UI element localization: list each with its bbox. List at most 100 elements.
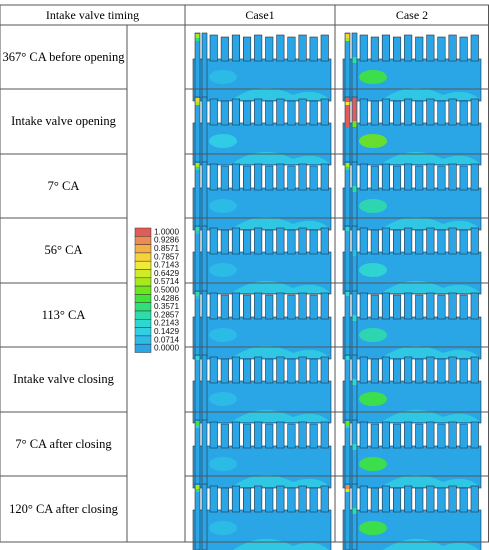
hot-spot [345,167,350,170]
panel-fin [265,100,274,126]
panel-fin [243,294,252,320]
panel-fin [243,36,252,62]
panel-fin [220,100,229,126]
swirl-plume [359,70,387,84]
panel-fin [243,229,252,255]
panel-fin [459,229,468,255]
inlet-channel [344,225,351,293]
header-case2: Case 2 [395,7,429,22]
panel-fin [381,356,391,384]
panel-fin [220,487,229,513]
panel-fin [370,294,379,320]
inlet-channel [351,225,358,293]
hot-spot [345,292,350,296]
panel-fin [231,292,240,320]
panel-fin [265,358,274,384]
panel-fin [426,421,435,449]
hot-spot [345,421,350,425]
swirl-plume [209,392,237,406]
colorbar-value: 1.0000 [154,227,179,236]
hot-spot [195,292,200,296]
panel-fin [370,36,379,62]
panel-fin [254,292,263,320]
swirl-plume [209,134,237,148]
panel-low-region [383,345,479,358]
panel-fin [309,229,318,255]
panel-fin [243,423,252,449]
panel-fin [470,485,479,513]
panel-fin [415,423,424,449]
panel-fin [298,227,307,255]
panel-fin [359,98,368,126]
panel-low-region [383,409,479,422]
case2-contour [342,96,482,166]
hot-spot [195,102,200,105]
hot-spot [345,34,350,38]
panel-fin [276,98,285,126]
panel-fin [298,163,307,191]
swirl-plume [209,263,237,277]
hot-spot [345,356,350,360]
panel-fin [415,294,424,320]
panel-fin [370,229,379,255]
panel-fin [298,98,307,126]
panel-fin [231,485,240,513]
case1-contour [192,419,332,489]
panel-fin [209,98,218,126]
hot-spot [195,360,200,363]
panel-fin [392,165,402,191]
colorbar-value: 0.3571 [154,302,179,311]
panel-fin [415,100,424,126]
panel-fin [220,423,229,449]
inlet-channel [194,483,201,550]
panel-fin [309,294,318,320]
panel-fin [359,227,368,255]
panel-fin [392,100,402,126]
panel-fin [209,292,218,320]
swirl-plume [359,328,387,342]
case2-contour [342,32,482,102]
colorbar-value: 0.5714 [154,277,179,286]
panel-fin [231,163,240,191]
panel-fin [254,421,263,449]
panel-fin [437,294,446,320]
hot-spot [195,421,200,425]
colorbar-swatch [134,252,152,262]
panel-fin [298,356,307,384]
panel-fin [381,163,391,191]
swirl-plume [209,328,237,342]
panel-low-region [233,474,329,487]
panel-fin [415,487,424,513]
panel-fin [209,227,218,255]
panel-fin [220,294,229,320]
colorbar-value: 0.6429 [154,269,179,278]
panel-low-region [233,151,329,164]
colorbar-swatch [134,302,152,312]
panel-fin [470,34,479,62]
row-label: 7° CA after closing [15,436,112,451]
panel-low-region [383,151,479,164]
colorbar-legend: 1.00000.92860.85710.78570.71430.64290.57… [134,227,179,353]
panel-fin [448,98,457,126]
case1-contour [192,96,332,166]
panel-fin [470,421,479,449]
inlet-channel [201,96,208,164]
colorbar-value: 0.8571 [154,244,179,253]
hot-spot [195,356,200,360]
panel-fin [459,358,468,384]
panel-fin [437,487,446,513]
panel-fin [254,485,263,513]
panel-fin [404,485,413,513]
colorbar-swatch [134,335,152,345]
hot-spot [195,489,200,492]
case1-contour [192,290,332,360]
colorbar-swatch [134,236,152,245]
hot-spot [345,485,350,489]
panel-fin [209,485,218,513]
inlet-channel [344,483,351,550]
panel-fin [287,358,296,384]
case1-contour [192,225,332,295]
panel-fin [254,34,263,62]
colorbar-swatch [134,327,152,337]
